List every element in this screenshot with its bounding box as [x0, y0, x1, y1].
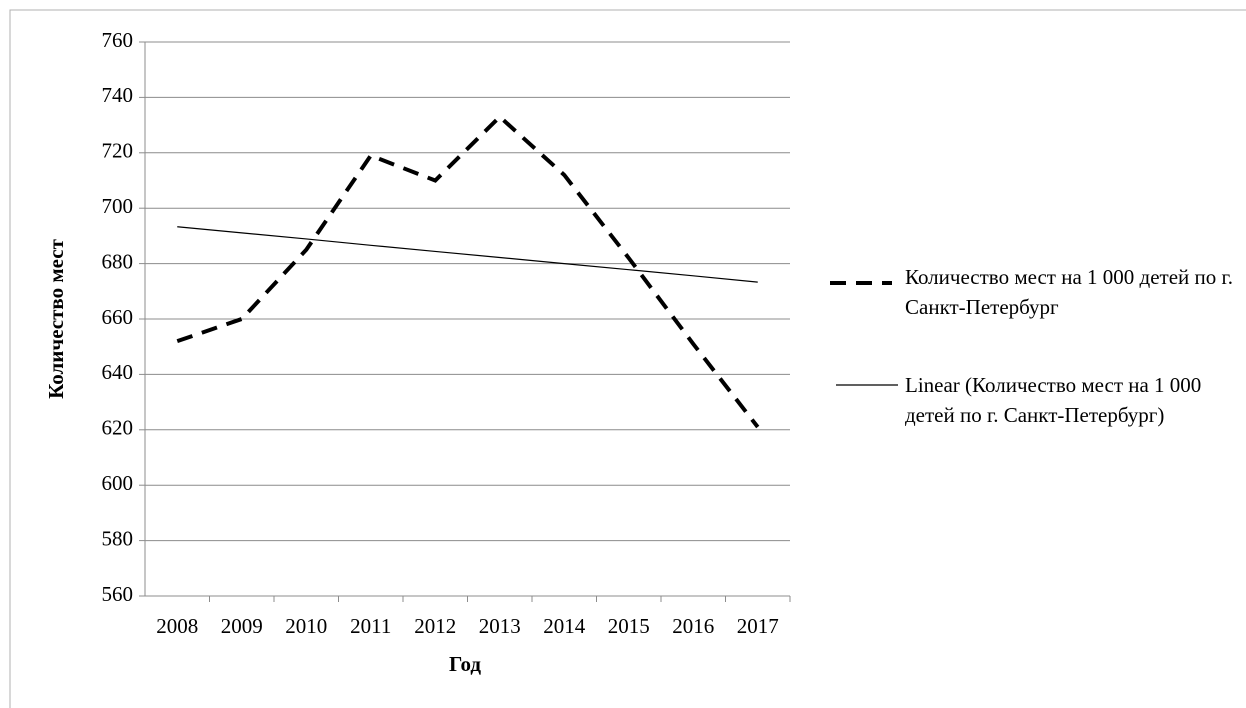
x-tick-label: 2014 [543, 614, 586, 638]
trend-line [177, 226, 758, 283]
x-tick-label: 2013 [479, 614, 521, 638]
chart-border [9, 9, 1246, 708]
y-tick-label: 600 [102, 471, 134, 495]
x-tick-label: 2008 [156, 614, 198, 638]
y-tick-label: 720 [102, 139, 134, 163]
y-tick-label: 580 [102, 526, 134, 550]
y-axis-title: Количество мест [44, 238, 68, 398]
x-tick-label: 2009 [221, 614, 263, 638]
y-tick-label: 560 [102, 582, 134, 606]
x-tick-label: 2011 [350, 614, 391, 638]
x-tick-label: 2017 [737, 614, 779, 638]
x-axis-title: Год [449, 652, 481, 676]
y-tick-label: 680 [102, 249, 134, 273]
y-tick-label: 640 [102, 360, 134, 384]
y-tick-label: 740 [102, 83, 134, 107]
y-tick-label: 660 [102, 305, 134, 329]
x-tick-label: 2015 [608, 614, 650, 638]
y-tick-label: 760 [102, 28, 134, 52]
y-tick-label: 620 [102, 416, 134, 440]
x-tick-label: 2012 [414, 614, 456, 638]
legend-label: Linear (Количество мест на 1 000 детей п… [905, 373, 1202, 427]
x-tick-label: 2010 [285, 614, 327, 638]
data-line [176, 114, 760, 429]
y-tick-label: 700 [102, 194, 134, 218]
legend-label: Количество мест на 1 000 детей по г. Сан… [905, 265, 1233, 319]
x-tick-label: 2016 [672, 614, 714, 638]
